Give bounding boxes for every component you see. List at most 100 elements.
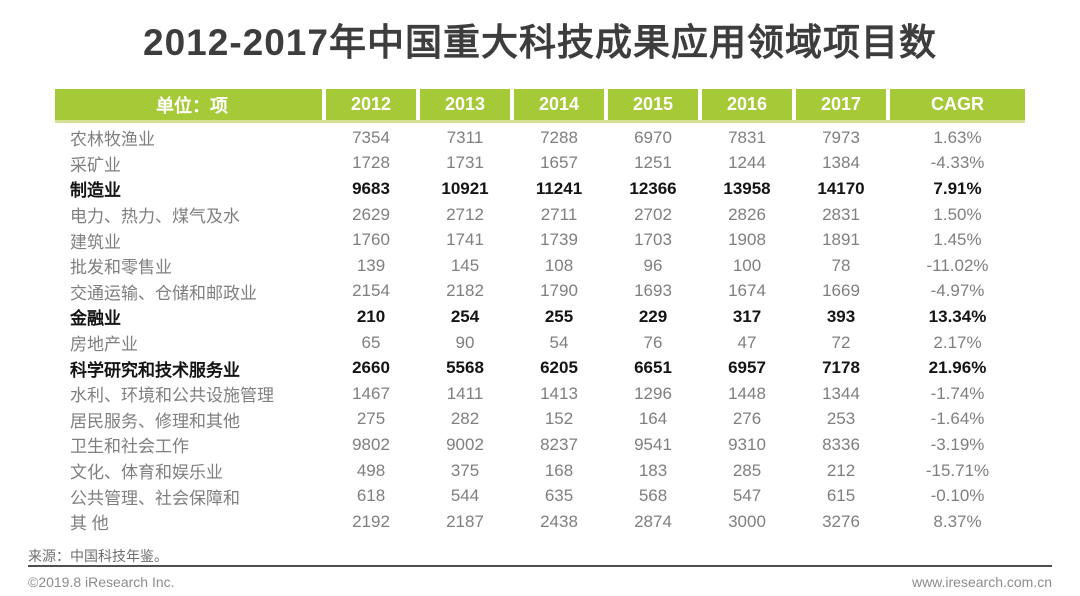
row-value: 76 [643,332,663,352]
row-cagr: 8.37% [933,511,982,531]
row-value: 12366 [629,178,677,198]
row-value: 2629 [352,204,390,224]
row-value: 7354 [352,127,390,147]
row-value: 9002 [446,434,484,454]
row-label: 文化、体育和娱乐业 [70,463,223,483]
row-value: 1908 [728,230,766,250]
row-label: 电力、热力、煤气及水 [70,207,240,227]
table-row: 批发和零售业 139 145 108 96 100 78 -11.02% [55,253,1025,279]
row-cagr: -15.71% [925,460,990,480]
row-value: 255 [544,306,574,326]
row-value: 145 [450,255,480,275]
row-value: 11241 [535,178,583,198]
table-row: 农林牧渔业 7354 7311 7288 6970 7831 7973 1.63% [55,125,1025,151]
row-value: 6651 [634,358,672,378]
row-value: 1244 [728,153,766,173]
row-value: 544 [450,486,480,506]
row-value: 1760 [352,230,390,250]
column-header-year: 2012 [322,89,416,120]
row-value: 568 [638,486,668,506]
row-value: 547 [732,486,762,506]
row-value: 1251 [634,153,672,173]
row-value: 2438 [540,511,578,531]
data-table: 单位：项 2012 2013 2014 2015 2016 2017 CAGR 农林牧渔业 … [55,89,1025,535]
table-header-row: 单位：项 2012 2013 2014 2015 2016 2017 CAGR [55,89,1025,123]
row-value: 1728 [352,153,390,173]
row-value: 375 [450,460,480,480]
row-value: 90 [455,332,475,352]
row-cagr: 7.91% [933,178,982,198]
row-value: 1296 [634,383,672,403]
row-value: 8237 [540,434,578,454]
table-row: 电力、热力、煤气及水 2629 2712 2711 2702 2826 2831 1.50% [55,202,1025,228]
row-value: 7973 [822,127,860,147]
row-label: 公共管理、社会保障和 [70,488,240,508]
table-row: 建筑业 1760 1741 1739 1703 1908 1891 1.45% [55,227,1025,253]
row-value: 6205 [540,358,578,378]
row-value: 393 [826,306,856,326]
copyright-text: ©2019.8 iResearch Inc. [28,574,175,590]
row-cagr: 1.63% [933,127,982,147]
row-cagr: -1.64% [930,409,985,429]
row-value: 275 [356,409,386,429]
row-value: 1741 [446,230,484,250]
table-row: 公共管理、社会保障和 618 544 635 568 547 615 -0.10% [55,483,1025,509]
column-header-cagr: CAGR [886,89,1025,120]
footer-divider [28,565,1052,567]
row-value: 2192 [352,511,390,531]
row-value: 9683 [352,178,390,198]
column-header-year: 2015 [604,89,698,120]
row-cagr: 21.96% [928,358,987,378]
row-value: 1739 [540,230,578,250]
row-value: 7311 [446,127,484,147]
row-label: 交通运输、仓储和邮政业 [70,283,257,303]
row-value: 229 [638,306,668,326]
row-label: 房地产业 [70,335,138,355]
row-label: 居民服务、修理和其他 [70,411,240,431]
row-label: 批发和零售业 [70,258,172,278]
row-value: 5568 [446,358,484,378]
row-value: 96 [643,255,663,275]
row-cagr: -0.10% [930,486,985,506]
row-cagr: -4.33% [930,153,985,173]
row-value: 10921 [441,178,489,198]
row-value: 635 [544,486,574,506]
row-value: 498 [356,460,386,480]
row-value: 615 [826,486,856,506]
row-value: 1467 [352,383,390,403]
row-value: 6970 [634,127,672,147]
row-cagr: -11.02% [926,255,989,275]
row-value: 1693 [634,281,672,301]
row-value: 183 [638,460,668,480]
column-header-year: 2013 [416,89,510,120]
row-cagr: -3.19% [930,434,985,454]
row-value: 2702 [634,204,672,224]
row-cagr: -4.97% [930,281,985,301]
row-value: 212 [826,460,856,480]
row-cagr: 1.45% [933,230,982,250]
row-value: 1891 [822,230,860,250]
row-value: 3000 [728,511,766,531]
column-header-year: 2017 [792,89,886,120]
row-label: 水利、环境和公共设施管理 [70,386,274,406]
row-label: 制造业 [70,181,121,201]
row-cagr: 13.34% [928,306,987,326]
source-note: 来源：中国科技年鉴。 [28,548,168,564]
row-value: 47 [737,332,757,352]
row-value: 2711 [540,204,578,224]
row-value: 139 [356,255,386,275]
website-text: www.iresearch.com.cn [911,574,1052,590]
row-value: 9310 [728,434,766,454]
row-value: 7178 [822,358,860,378]
row-value: 282 [450,409,480,429]
table-body: 农林牧渔业 7354 7311 7288 6970 7831 7973 1.63% 采矿业 … [55,123,1025,535]
row-value: 6957 [728,358,766,378]
row-value: 210 [356,306,386,326]
row-value: 253 [826,409,856,429]
row-label: 卫生和社会工作 [70,437,189,457]
row-value: 14170 [817,178,865,198]
row-value: 1344 [822,383,860,403]
row-label: 金融业 [70,309,121,329]
table-row: 采矿业 1728 1731 1657 1251 1244 1384 -4.33% [55,151,1025,177]
table-row: 交通运输、仓储和邮政业 2154 2182 1790 1693 1674 1669 -4.9… [55,279,1025,305]
